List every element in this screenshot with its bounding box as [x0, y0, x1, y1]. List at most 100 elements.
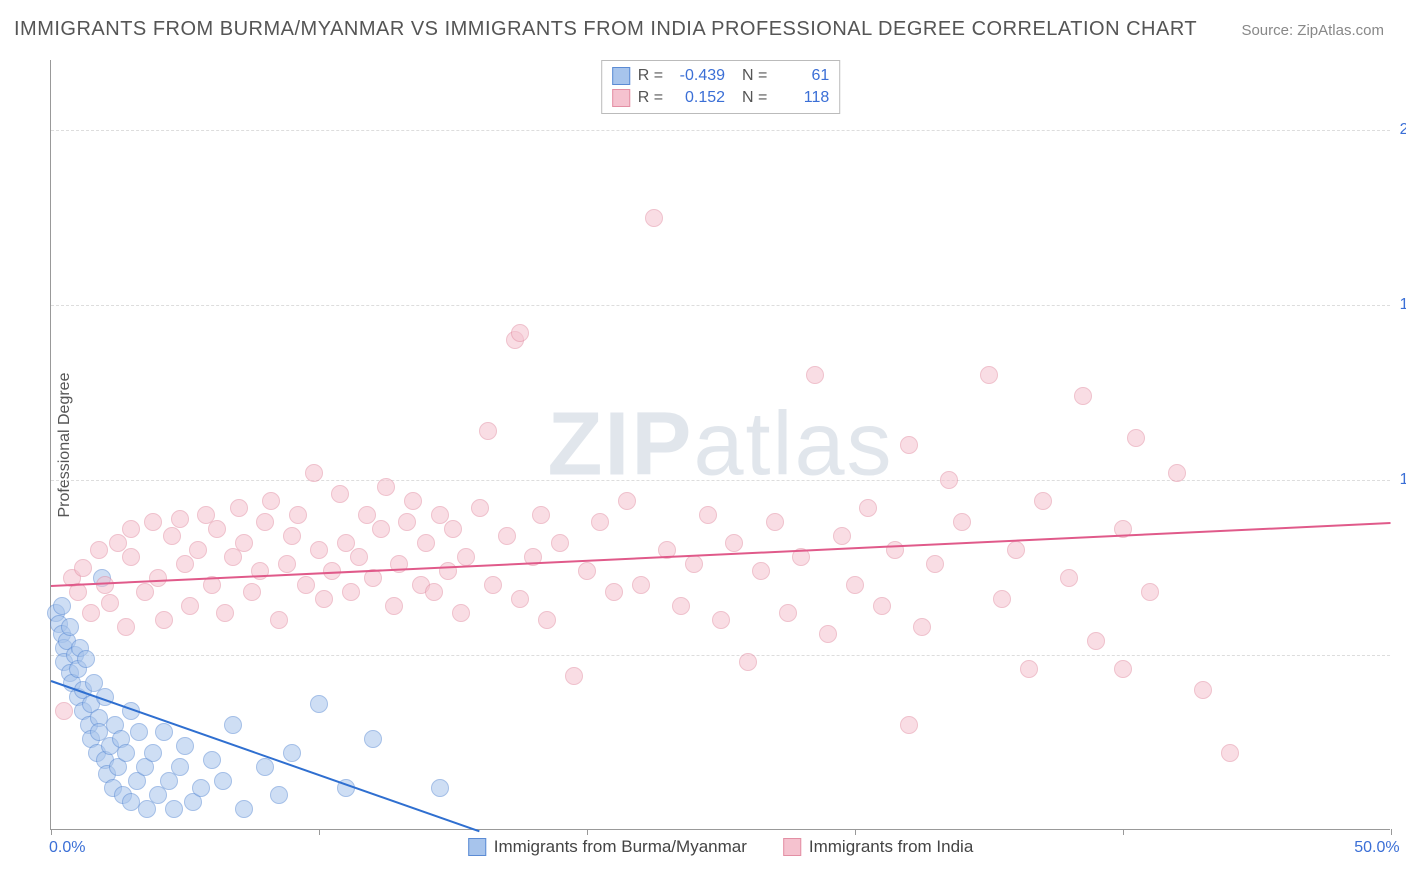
scatter-point	[208, 520, 226, 538]
grid-line	[51, 655, 1390, 656]
scatter-point	[859, 499, 877, 517]
scatter-point	[404, 492, 422, 510]
scatter-point	[270, 611, 288, 629]
source-label: Source: ZipAtlas.com	[1241, 22, 1384, 39]
scatter-point	[310, 541, 328, 559]
scatter-point	[270, 786, 288, 804]
x-tick	[1391, 829, 1392, 835]
scatter-point	[96, 576, 114, 594]
scatter-point	[214, 772, 232, 790]
scatter-point	[1114, 660, 1132, 678]
x-tick	[855, 829, 856, 835]
scatter-point	[900, 716, 918, 734]
scatter-point	[149, 569, 167, 587]
scatter-point	[74, 559, 92, 577]
scatter-point	[181, 597, 199, 615]
scatter-point	[122, 548, 140, 566]
x-tick	[587, 829, 588, 835]
scatter-point	[77, 650, 95, 668]
scatter-point	[350, 548, 368, 566]
grid-line	[51, 130, 1390, 131]
scatter-point	[605, 583, 623, 601]
r-value-0: -0.439	[671, 65, 725, 87]
scatter-point	[1087, 632, 1105, 650]
scatter-point	[331, 485, 349, 503]
legend-label-0: Immigrants from Burma/Myanmar	[494, 837, 747, 857]
scatter-point	[1074, 387, 1092, 405]
scatter-point	[1221, 744, 1239, 762]
grid-line	[51, 305, 1390, 306]
legend-item-0: Immigrants from Burma/Myanmar	[468, 837, 747, 857]
scatter-point	[90, 541, 108, 559]
scatter-point	[101, 594, 119, 612]
y-tick-label: 15.0%	[1390, 296, 1406, 314]
scatter-point	[779, 604, 797, 622]
swatch-series-1	[612, 89, 630, 107]
grid-line	[51, 480, 1390, 481]
scatter-point	[712, 611, 730, 629]
r-value-1: 0.152	[671, 87, 725, 109]
stats-row-0: R = -0.439 N = 61	[612, 65, 830, 87]
swatch-series-0	[612, 67, 630, 85]
scatter-point	[130, 723, 148, 741]
scatter-point	[431, 779, 449, 797]
scatter-point	[192, 779, 210, 797]
scatter-point	[980, 366, 998, 384]
y-tick-label: 10.0%	[1390, 471, 1406, 489]
scatter-point	[439, 562, 457, 580]
scatter-point	[224, 716, 242, 734]
scatter-point	[806, 366, 824, 384]
scatter-point	[155, 611, 173, 629]
scatter-point	[578, 562, 596, 580]
scatter-point	[551, 534, 569, 552]
scatter-point	[511, 590, 529, 608]
y-axis-title: Professional Degree	[56, 372, 74, 517]
y-tick-label: 5.0%	[1390, 646, 1406, 664]
x-tick	[319, 829, 320, 835]
scatter-point	[165, 800, 183, 818]
chart-title: IMMIGRANTS FROM BURMA/MYANMAR VS IMMIGRA…	[14, 18, 1197, 41]
scatter-point	[256, 513, 274, 531]
scatter-point	[171, 510, 189, 528]
scatter-point	[1007, 541, 1025, 559]
legend-label-1: Immigrants from India	[809, 837, 973, 857]
scatter-point	[452, 604, 470, 622]
scatter-point	[122, 520, 140, 538]
scatter-point	[1020, 660, 1038, 678]
scatter-point	[163, 527, 181, 545]
scatter-point	[1141, 583, 1159, 601]
scatter-point	[1060, 569, 1078, 587]
legend-swatch-0	[468, 838, 486, 856]
scatter-point	[305, 464, 323, 482]
scatter-point	[591, 513, 609, 531]
scatter-point	[425, 583, 443, 601]
scatter-point	[256, 758, 274, 776]
scatter-point	[993, 590, 1011, 608]
scatter-point	[289, 506, 307, 524]
scatter-point	[53, 597, 71, 615]
scatter-point	[230, 499, 248, 517]
stats-row-1: R = 0.152 N = 118	[612, 87, 830, 109]
scatter-point	[342, 583, 360, 601]
scatter-point	[171, 758, 189, 776]
scatter-point	[886, 541, 904, 559]
x-tick-label: 0.0%	[49, 839, 85, 857]
scatter-point	[632, 576, 650, 594]
scatter-point	[538, 611, 556, 629]
scatter-point	[417, 534, 435, 552]
scatter-point	[61, 618, 79, 636]
scatter-point	[1127, 429, 1145, 447]
scatter-point	[398, 513, 416, 531]
scatter-point	[926, 555, 944, 573]
scatter-point	[189, 541, 207, 559]
scatter-point	[739, 653, 757, 671]
scatter-point	[900, 436, 918, 454]
scatter-point	[1034, 492, 1052, 510]
x-tick	[1123, 829, 1124, 835]
scatter-point	[337, 534, 355, 552]
scatter-point	[725, 534, 743, 552]
n-value-1: 118	[775, 87, 829, 109]
scatter-point	[511, 324, 529, 342]
scatter-point	[699, 506, 717, 524]
scatter-point	[532, 506, 550, 524]
